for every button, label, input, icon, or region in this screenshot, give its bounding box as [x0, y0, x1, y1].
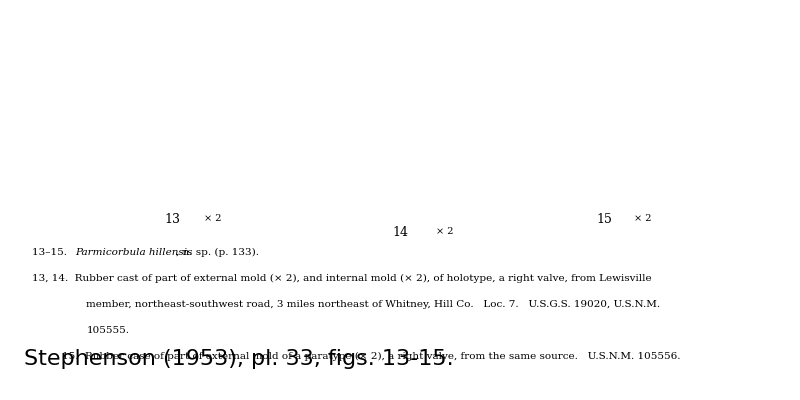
Text: × 2: × 2 [634, 214, 652, 223]
Text: 13: 13 [164, 213, 180, 226]
Text: 105555.: 105555. [86, 326, 130, 335]
Text: Parmicorbula hillensis: Parmicorbula hillensis [75, 248, 193, 257]
Text: × 2: × 2 [204, 214, 222, 223]
Text: 14: 14 [392, 226, 408, 239]
Text: 15.  Rubber case of part of external mold of a paratype (× 2), a right valve, fr: 15. Rubber case of part of external mold… [62, 352, 681, 361]
Text: × 2: × 2 [436, 227, 454, 236]
Text: 13, 14.  Rubber cast of part of external mold (× 2), and internal mold (× 2), of: 13, 14. Rubber cast of part of external … [32, 274, 652, 283]
Text: Stephenson (1953), pl. 33, figs. 13-15.: Stephenson (1953), pl. 33, figs. 13-15. [24, 349, 454, 369]
Text: member, northeast-southwest road, 3 miles northeast of Whitney, Hill Co.   Loc. : member, northeast-southwest road, 3 mile… [86, 300, 661, 309]
Text: 15: 15 [596, 213, 612, 226]
Text: 13–15.: 13–15. [32, 248, 74, 257]
Text: , n. sp. (p. 133).: , n. sp. (p. 133). [176, 248, 259, 257]
